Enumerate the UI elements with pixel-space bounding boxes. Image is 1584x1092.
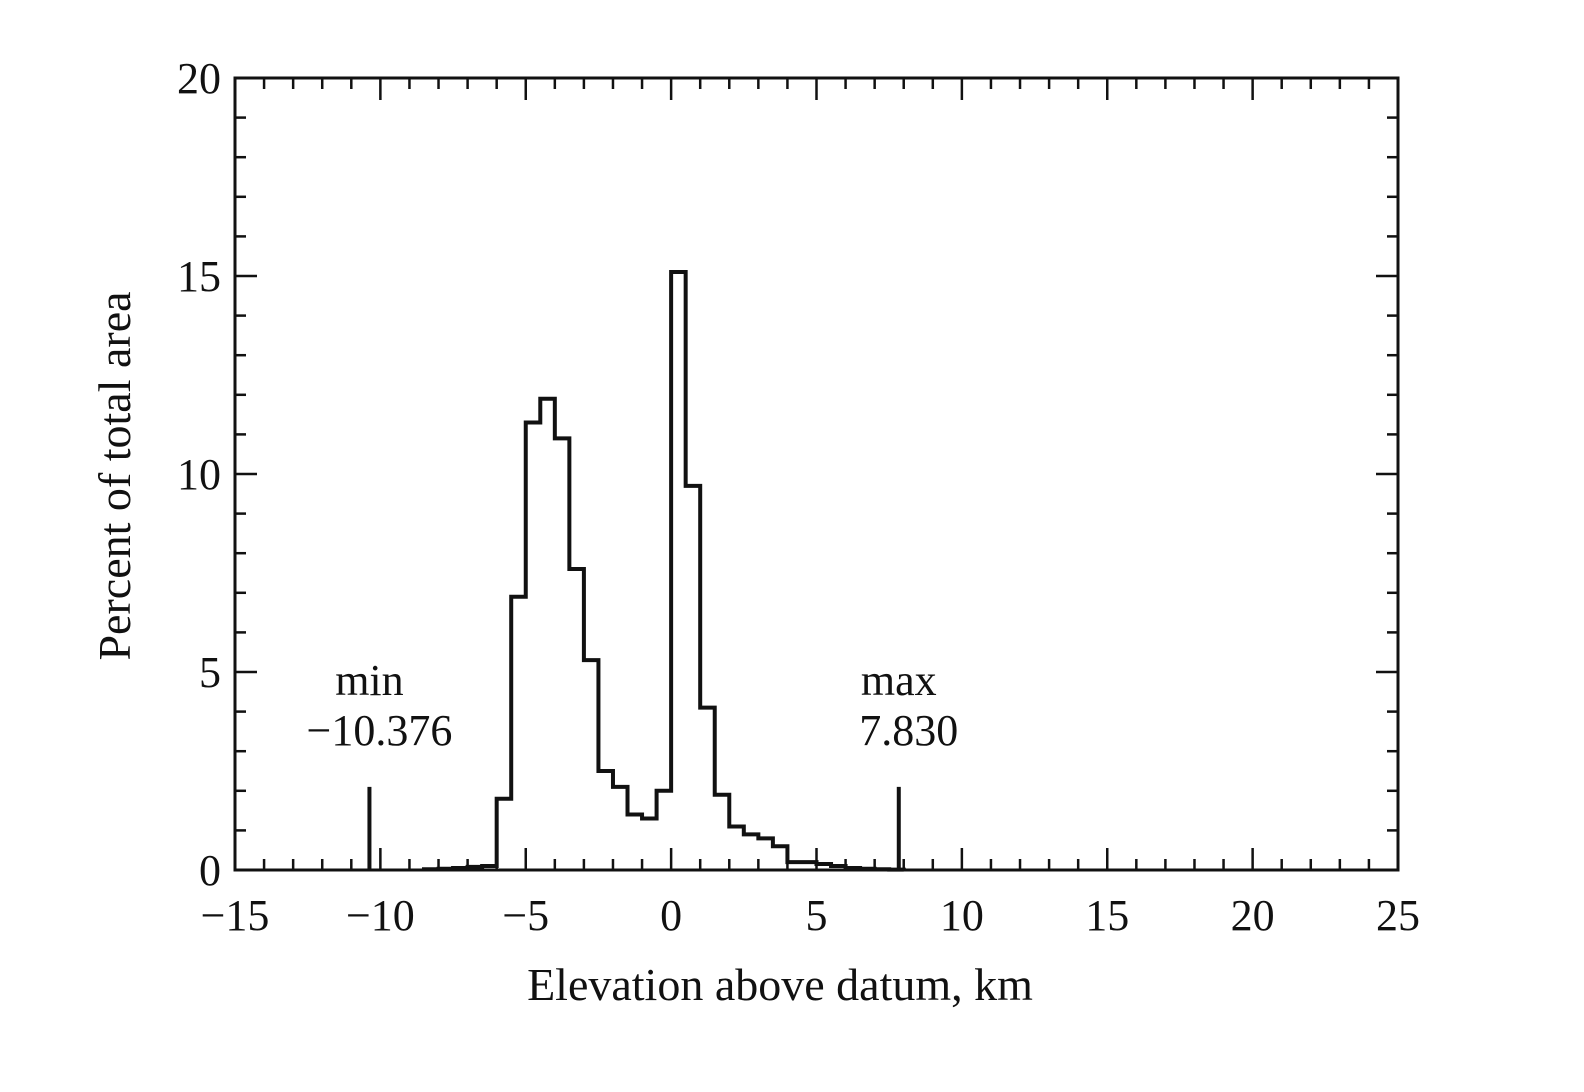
histogram-outline	[421, 270, 906, 872]
max-label: max	[861, 656, 937, 705]
y-tick-label: 10	[177, 450, 221, 499]
x-tick-label: −10	[346, 891, 415, 940]
x-tick-label: −15	[201, 891, 270, 940]
plot-frame	[233, 76, 1400, 872]
x-tick-label: −5	[502, 891, 549, 940]
max-value: 7.830	[859, 706, 958, 755]
min-label: min	[335, 656, 403, 705]
annotation-markers	[367, 786, 901, 870]
x-tick-label: 15	[1085, 891, 1129, 940]
y-tick-label: 15	[177, 252, 221, 301]
x-tick-label: 25	[1376, 891, 1420, 940]
y-tick-labels: 0 5 10 15 20	[177, 54, 221, 895]
y-tick-label: 5	[199, 648, 221, 697]
x-tick-label: 10	[940, 891, 984, 940]
y-axis-title: Percent of total area	[89, 291, 140, 660]
y-tick-label: 20	[177, 54, 221, 103]
x-axis-title: Elevation above datum, km	[527, 959, 1033, 1010]
x-tick-labels: −15 −10 −5 0 5 10 15 20 25	[201, 891, 1420, 940]
x-tick-label: 5	[806, 891, 828, 940]
x-tick-label: 20	[1231, 891, 1275, 940]
min-value: −10.376	[307, 706, 453, 755]
y-tick-label: 0	[199, 846, 221, 895]
x-tick-label: 0	[660, 891, 682, 940]
